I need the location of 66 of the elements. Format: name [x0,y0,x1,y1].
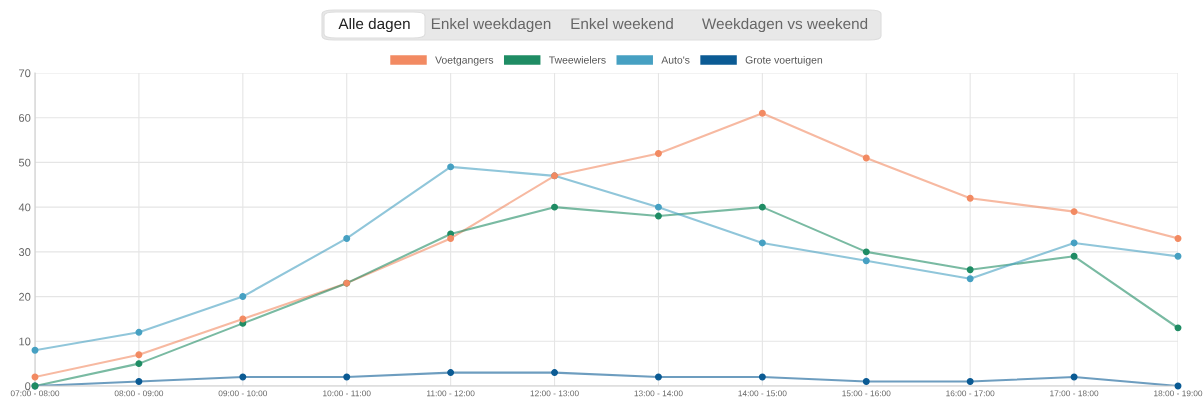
x-tick-label: 08:00 - 09:00 [114,390,164,397]
legend-label: Auto's [661,56,690,64]
x-tick-label: 07:00 - 08:00 [10,390,60,397]
point [343,234,351,242]
point [966,266,974,274]
point [758,373,766,381]
text: Weekdagen vs weekend [701,17,868,33]
point [862,257,870,265]
x-tick-label: 10:00 - 11:00 [323,390,371,397]
y-tick-label: 20 [19,292,31,301]
point [758,109,766,117]
point [447,234,455,242]
text: Alle dagen [338,17,410,33]
x-tick-label: 11:00 - 12:00 [427,390,475,397]
y-tick-label: 40 [18,203,31,212]
point [447,163,455,171]
point [1070,239,1078,247]
legend-label: Grote voertuigen [745,56,823,66]
legend-label: Voetgangers [435,56,494,66]
point [1174,252,1182,260]
point [654,150,662,157]
point [758,239,766,247]
text: Enkel weekend [571,17,673,30]
point [966,194,974,202]
y-tick-label: 50 [18,158,31,167]
point [551,369,559,377]
y-tick-label: 0 [25,382,31,391]
point [135,351,143,359]
point [239,293,247,301]
point [135,360,143,368]
point [966,378,974,386]
y-tick-label: 60 [19,113,31,122]
y-tick-label: 30 [18,248,31,256]
point [862,154,870,162]
x-tick-label: 17:00 - 18:00 [1050,390,1099,397]
point [135,328,143,336]
point [31,346,39,354]
point [758,203,766,211]
x-tick-label: 16:00 - 17:00 [946,390,995,397]
point [862,378,870,386]
text: Enkel weekdagen [431,17,551,33]
point [1174,324,1182,332]
point [551,203,559,211]
point [343,373,351,381]
x-tick-label: 12:00 - 13:00 [530,390,579,397]
legend-label: Tweewielers [549,56,606,64]
point [654,373,662,381]
point [1070,373,1078,381]
point [447,369,455,377]
x-tick-label: 13:00 - 14:00 [634,390,683,397]
x-tick-label: 14:00 - 15:00 [738,390,787,397]
y-tick-label: 10 [19,337,31,346]
x-tick-label: 18:00 - 19:00 [1154,390,1203,397]
point [862,248,870,256]
point [135,378,143,386]
point [654,203,662,211]
point [239,315,247,323]
point [966,275,974,283]
point [1174,234,1182,242]
x-tick-label: 09:00 - 10:00 [218,390,268,397]
point [654,212,662,220]
point [239,373,247,381]
y-tick-label: 70 [19,69,31,78]
point [1070,252,1078,260]
point [1070,208,1078,216]
x-tick-label: 15:00 - 16:00 [842,390,891,397]
